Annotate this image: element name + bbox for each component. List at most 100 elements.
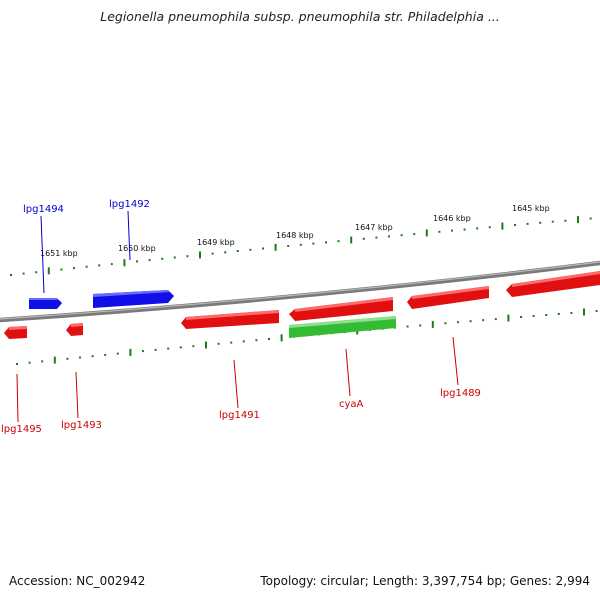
major-tick [123, 259, 126, 267]
minor-tick [249, 248, 252, 251]
minor-tick [262, 247, 264, 250]
minor-tick [66, 357, 69, 360]
forward-gene-lpg1492[interactable]: lpg1492 [93, 199, 174, 308]
minor-tick [173, 256, 176, 259]
minor-tick [192, 345, 195, 348]
gene-label-lpg1495: lpg1495 [1, 424, 42, 435]
minor-tick [35, 271, 38, 274]
minor-tick [161, 257, 164, 260]
minor-tick [73, 267, 75, 270]
minor-tick [98, 264, 101, 267]
gene-label-cyaA: cyaA [339, 399, 364, 410]
minor-tick [589, 217, 592, 220]
gene-label-lpg1491: lpg1491 [219, 410, 260, 421]
minor-tick [255, 339, 258, 342]
major-tick [507, 314, 510, 322]
topology-summary: Topology: circular; Length: 3,397,754 bp… [260, 574, 590, 588]
scale-label-1650: 1650 kbp [118, 244, 156, 253]
minor-tick [28, 361, 31, 364]
minor-tick [142, 350, 144, 353]
minor-tick [520, 316, 522, 318]
minor-tick [186, 255, 189, 258]
minor-tick [413, 233, 416, 236]
gene-label-lpg1492: lpg1492 [109, 199, 150, 210]
major-tick [425, 229, 428, 237]
page-title: Legionella pneumophila subsp. pneumophil… [100, 9, 500, 24]
scale-label-1645: 1645 kbp [512, 204, 550, 213]
gene-label-lpg1493: lpg1493 [61, 420, 102, 431]
minor-tick [444, 322, 447, 325]
minor-tick [10, 274, 12, 276]
minor-tick [406, 325, 409, 328]
minor-tick [22, 272, 25, 275]
forward-gene-red-1[interactable] [289, 297, 393, 321]
minor-tick [469, 320, 472, 323]
minor-tick [110, 263, 113, 266]
scale-label-1648: 1648 kbp [276, 231, 314, 240]
reverse-gene-lpg1489[interactable]: lpg1489 [440, 336, 481, 399]
minor-tick [532, 315, 535, 317]
gene-label-leader [75, 371, 79, 419]
minor-tick [154, 348, 157, 351]
scale-label-1647: 1647 kbp [355, 223, 393, 232]
minor-tick [438, 230, 441, 233]
minor-tick [419, 324, 422, 327]
minor-tick [104, 353, 107, 356]
minor-tick [375, 236, 378, 239]
reverse-gene-lpg1495[interactable]: lpg1495 [1, 326, 42, 435]
reverse-gene-lpg1493[interactable]: lpg1493 [61, 323, 102, 431]
minor-tick [325, 241, 327, 244]
minor-tick [570, 312, 573, 314]
minor-tick [299, 243, 302, 246]
minor-tick [362, 237, 365, 240]
minor-tick [388, 235, 390, 238]
genome-backbone-highlight [0, 261, 600, 320]
scale-label-1649: 1649 kbp [197, 238, 235, 247]
major-tick [129, 348, 132, 356]
major-tick [199, 251, 201, 259]
minor-tick [211, 252, 214, 255]
minor-tick [179, 346, 182, 349]
major-tick [53, 356, 56, 364]
minor-tick [494, 318, 497, 321]
forward-gene-red-2[interactable] [407, 286, 489, 309]
rna-feature-cyaA[interactable]: cyaA [289, 316, 396, 410]
scale-label-1646: 1646 kbp [433, 214, 471, 223]
outer-scale-ticks [10, 216, 592, 276]
minor-tick [230, 341, 233, 344]
minor-tick [79, 356, 81, 359]
minor-tick [41, 360, 44, 363]
minor-tick [526, 222, 529, 225]
minor-tick [85, 265, 88, 268]
major-tick [431, 320, 434, 328]
minor-tick [236, 250, 239, 252]
minor-tick [595, 310, 598, 312]
gene-label-leader [127, 210, 131, 261]
minor-tick [482, 319, 485, 322]
major-tick [280, 334, 283, 342]
minor-tick [451, 229, 453, 232]
gene-label-leader [233, 359, 239, 409]
minor-tick [217, 342, 220, 345]
minor-tick [312, 242, 315, 245]
minor-tick [91, 355, 94, 358]
minor-tick [167, 347, 170, 350]
minor-tick [545, 314, 548, 316]
minor-tick [457, 321, 459, 324]
accession-label: Accession: NC_002942 [9, 574, 146, 588]
major-tick [350, 236, 353, 244]
minor-tick [551, 220, 554, 223]
forward-gene-lpg1494[interactable]: lpg1494 [23, 204, 64, 309]
minor-tick [514, 224, 516, 226]
minor-tick [16, 363, 18, 365]
minor-tick [287, 245, 290, 247]
minor-tick [337, 240, 340, 243]
minor-tick [268, 338, 270, 340]
forward-gene-red-3[interactable] [506, 271, 600, 297]
gene-label-leader [40, 215, 45, 294]
minor-tick [463, 228, 466, 231]
reverse-gene-lpg1491[interactable]: lpg1491 [181, 310, 279, 421]
gene-label-leader [16, 373, 19, 423]
major-tick [47, 267, 50, 275]
